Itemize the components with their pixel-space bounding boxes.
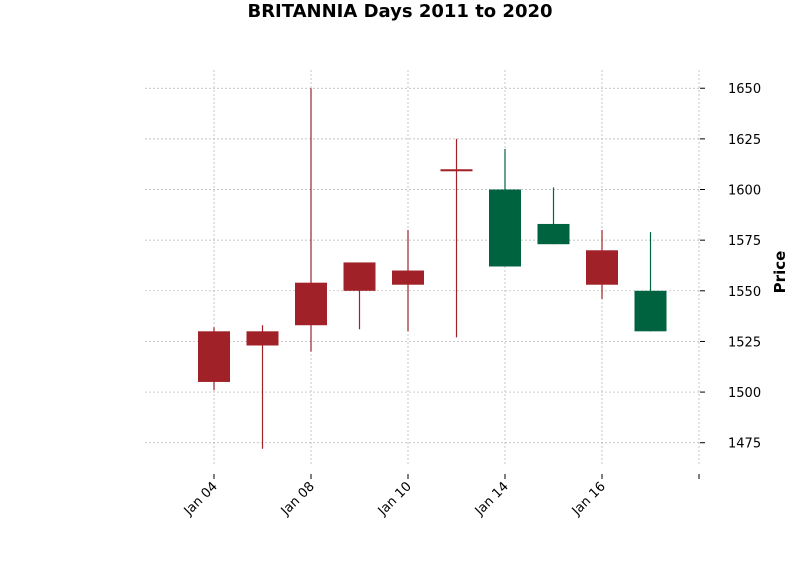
- y-tick-label: 1575: [728, 234, 761, 249]
- candle-body: [586, 250, 618, 285]
- x-tick-label: Jan 10: [375, 479, 415, 519]
- y-axis-label: Price: [771, 251, 789, 294]
- candle: [246, 325, 279, 449]
- y-tick-label: 1475: [728, 437, 761, 452]
- x-axis: Jan 04 Jan 08 Jan 10 Jan 14 Jan 16: [181, 474, 700, 519]
- y-axis: 1475 1500 1525 1550 1575 1600 1625 1650: [700, 82, 761, 452]
- candle-body: [440, 169, 473, 172]
- candle-body: [295, 282, 327, 326]
- candle: [537, 187, 570, 245]
- y-tick-label: 1525: [728, 335, 761, 350]
- candle-body: [198, 331, 230, 382]
- candle: [489, 149, 521, 267]
- candle: [634, 232, 667, 332]
- candle-body: [343, 262, 376, 291]
- x-tick-label: Jan 14: [472, 479, 512, 519]
- candle: [198, 327, 230, 391]
- candle-body: [537, 223, 570, 245]
- y-tick-label: 1625: [728, 133, 761, 148]
- grid-layer: [145, 70, 700, 465]
- y-tick-label: 1650: [728, 82, 761, 97]
- candle: [392, 230, 424, 332]
- y-tick-label: 1600: [728, 184, 761, 199]
- candle: [440, 138, 473, 338]
- y-tick-label: 1550: [728, 285, 761, 300]
- candle-body: [246, 331, 279, 346]
- candle: [586, 230, 618, 299]
- candle: [295, 88, 327, 352]
- x-tick-label: Jan 16: [569, 479, 609, 519]
- candle-body: [489, 189, 521, 267]
- x-tick-label: Jan 04: [181, 479, 221, 519]
- candle: [343, 262, 376, 330]
- x-tick-label: Jan 08: [278, 479, 318, 519]
- candle-body: [392, 270, 424, 285]
- chart-title: BRITANNIA Days 2011 to 2020: [247, 1, 552, 22]
- candle-body: [634, 290, 667, 332]
- candle-layer: [198, 88, 667, 449]
- y-tick-label: 1500: [728, 386, 761, 401]
